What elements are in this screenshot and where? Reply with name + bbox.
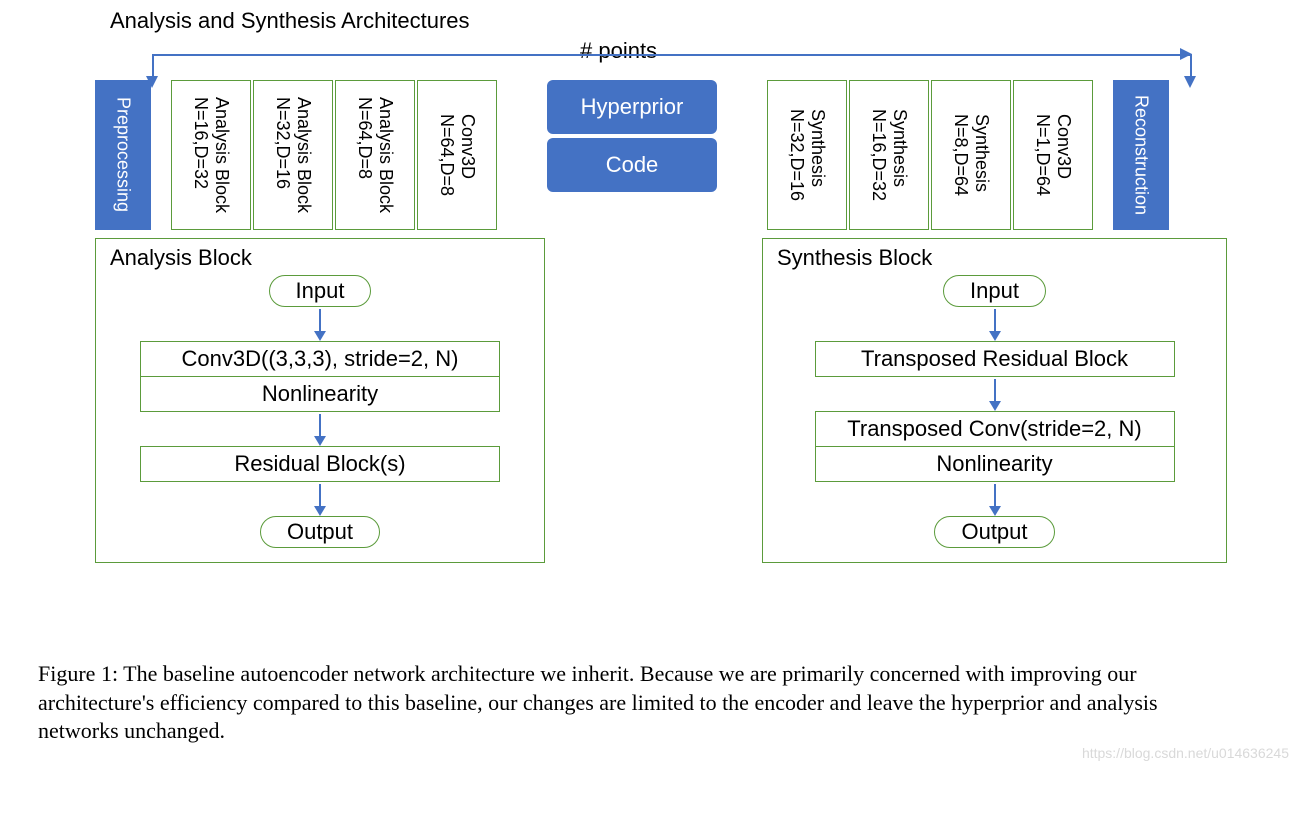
arrowhead-right-icon [1180, 48, 1192, 60]
arrowhead-down-icon [1184, 76, 1196, 88]
points-label: # points [580, 38, 657, 64]
analysis-block-1: Analysis Block N=16,D=32 [171, 80, 251, 230]
synthesis-tres-node: Transposed Residual Block [815, 341, 1175, 377]
preprocessing-block: Preprocessing [95, 80, 151, 230]
synthesis-input-node: Input [943, 275, 1046, 307]
reconstruction-block: Reconstruction [1113, 80, 1169, 230]
analysis-residual-node: Residual Block(s) [140, 446, 500, 482]
arrow-down-icon [319, 414, 321, 436]
synthesis-nonlinearity-node: Nonlinearity [815, 446, 1175, 482]
synthesis-block-3: Synthesis N=8,D=64 [931, 80, 1011, 230]
points-arrow-horizontal [152, 54, 1192, 56]
arrow-down-icon [319, 309, 321, 331]
synthesis-block-1: Synthesis N=32,D=16 [767, 80, 847, 230]
synthesis-tconv-node: Transposed Conv(stride=2, N) [815, 411, 1175, 447]
figure-caption: Figure 1: The baseline autoencoder netwo… [38, 660, 1243, 746]
code-box: Code [547, 138, 717, 192]
analysis-output-node: Output [260, 516, 380, 548]
center-stack: Hyperprior Code [547, 80, 717, 230]
synthesis-block-detail: Synthesis Block Input Transposed Residua… [762, 238, 1227, 563]
conv3d-encoder-block: Conv3D N=64,D=8 [417, 80, 497, 230]
analysis-block-3: Analysis Block N=64,D=8 [335, 80, 415, 230]
analysis-block-detail: Analysis Block Input Conv3D((3,3,3), str… [95, 238, 545, 563]
analysis-conv-node: Conv3D((3,3,3), stride=2, N) [140, 341, 500, 377]
diagram-title: Analysis and Synthesis Architectures [110, 8, 470, 34]
arrow-down-icon [994, 309, 996, 331]
pipeline-row: Preprocessing Analysis Block N=16,D=32 A… [95, 80, 1169, 230]
arrow-down-icon [319, 484, 321, 506]
hyperprior-box: Hyperprior [547, 80, 717, 134]
conv3d-decoder-block: Conv3D N=1,D=64 [1013, 80, 1093, 230]
analysis-detail-title: Analysis Block [110, 245, 534, 271]
arrow-down-icon [994, 484, 996, 506]
synthesis-output-node: Output [934, 516, 1054, 548]
synthesis-detail-title: Synthesis Block [777, 245, 1216, 271]
watermark-text: https://blog.csdn.net/u014636245 [1082, 745, 1289, 761]
synthesis-block-2: Synthesis N=16,D=32 [849, 80, 929, 230]
analysis-block-2: Analysis Block N=32,D=16 [253, 80, 333, 230]
analysis-input-node: Input [269, 275, 372, 307]
arrow-down-icon [994, 379, 996, 401]
analysis-nonlinearity-node: Nonlinearity [140, 376, 500, 412]
